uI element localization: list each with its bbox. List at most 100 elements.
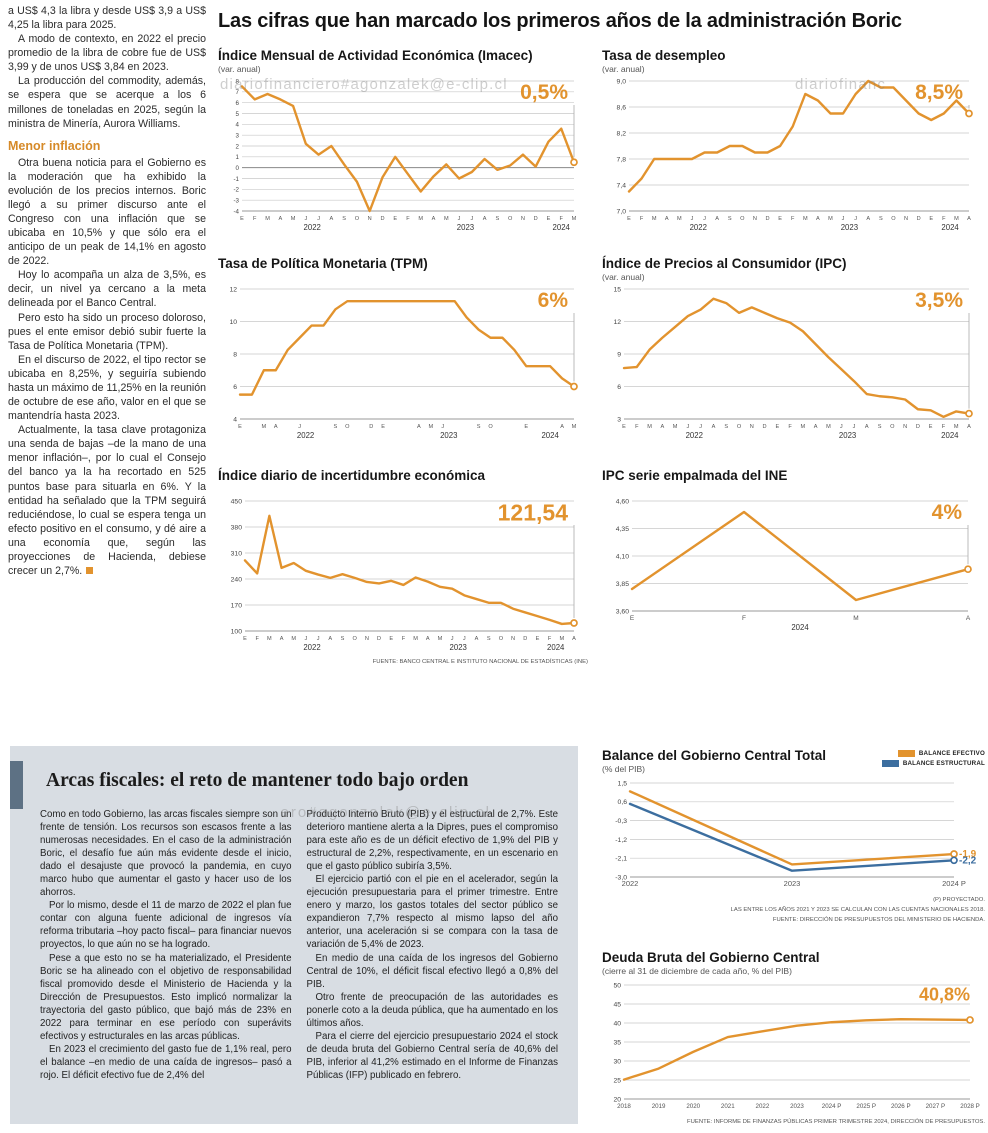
svg-text:2023: 2023	[841, 223, 858, 232]
svg-text:M: M	[828, 216, 833, 222]
svg-text:E: E	[778, 216, 782, 222]
svg-text:J: J	[451, 636, 454, 642]
panel-paragraph: Para el cierre del ejercicio presupuesta…	[306, 1030, 559, 1081]
panel-paragraph: Pese a que esto no se ha materializado, …	[40, 952, 292, 1042]
svg-text:-0,3: -0,3	[615, 818, 627, 825]
chart-subtitle: (var. anual)	[602, 64, 645, 74]
chart-title: Índice diario de incertidumbre económica	[218, 468, 486, 483]
svg-text:2022: 2022	[686, 431, 703, 440]
panel-paragraph: En medio de una caída de los ingresos de…	[306, 952, 559, 990]
svg-text:M: M	[572, 216, 577, 222]
svg-text:6%: 6%	[538, 289, 569, 312]
svg-text:F: F	[791, 216, 795, 222]
svg-text:O: O	[508, 216, 513, 222]
svg-text:A: A	[966, 615, 971, 622]
svg-text:4,60: 4,60	[616, 498, 629, 505]
svg-text:40,8%: 40,8%	[919, 984, 970, 1004]
svg-text:2026 P: 2026 P	[891, 1103, 911, 1110]
svg-text:S: S	[879, 216, 883, 222]
svg-text:2028 P: 2028 P	[960, 1103, 980, 1110]
ipc-ine-line-chart: 4,60 4,35 4,10 3,85 3,60E F M A 2024 4%	[616, 498, 972, 632]
svg-text:O: O	[891, 216, 896, 222]
chart-note: LAS ENTRE LOS AÑOS 2021 Y 2023 SE CALCUL…	[730, 907, 985, 914]
svg-text:M: M	[572, 424, 577, 430]
svg-text:6: 6	[236, 100, 240, 107]
svg-text:A: A	[274, 424, 278, 430]
svg-text:N: N	[521, 216, 525, 222]
svg-text:J: J	[840, 424, 843, 430]
panel-paragraph: Como en todo Gobierno, las arcas fiscale…	[40, 809, 292, 899]
svg-text:N: N	[904, 216, 908, 222]
svg-text:A: A	[278, 216, 282, 222]
svg-text:A: A	[560, 424, 564, 430]
svg-text:S: S	[487, 636, 491, 642]
svg-text:E: E	[547, 216, 551, 222]
svg-text:100: 100	[231, 628, 243, 635]
svg-text:E: E	[238, 424, 242, 430]
svg-text:0: 0	[236, 165, 240, 172]
svg-text:E: E	[243, 636, 247, 642]
svg-text:3,60: 3,60	[616, 608, 629, 615]
chart-source: FUENTE: BANCO CENTRAL E INSTITUTO NACION…	[372, 659, 588, 665]
svg-text:3,85: 3,85	[616, 581, 629, 588]
article-paragraph-text: Actualmente, la tasa clave protagoniza u…	[8, 424, 206, 577]
svg-text:3,5%: 3,5%	[915, 289, 963, 312]
legend-item: BALANCE ESTRUCTURAL	[881, 760, 985, 767]
chart-title: Balance del Gobierno Central Total	[602, 748, 827, 763]
chart-source: FUENTE: INFORME DE FINANZAS PÚBLICAS PRI…	[687, 1119, 985, 1125]
svg-text:2019: 2019	[652, 1103, 666, 1110]
svg-text:E: E	[393, 216, 397, 222]
svg-text:O: O	[345, 424, 350, 430]
svg-text:E: E	[240, 216, 244, 222]
svg-text:6: 6	[617, 384, 621, 391]
article-paragraph: Otra buena noticia para el Gobierno es l…	[8, 156, 206, 268]
svg-text:A: A	[660, 424, 664, 430]
svg-text:M: M	[652, 216, 657, 222]
svg-text:40: 40	[613, 1020, 621, 1027]
svg-text:A: A	[280, 636, 284, 642]
chart-subtitle: (var. anual)	[602, 272, 645, 282]
svg-text:2024 P: 2024 P	[822, 1103, 842, 1110]
svg-text:-3: -3	[233, 198, 239, 205]
svg-text:A: A	[475, 636, 479, 642]
svg-text:-3,0: -3,0	[615, 874, 627, 881]
chart-incertidumbre: Índice diario de incertidumbre económica…	[218, 468, 588, 665]
svg-text:A: A	[417, 424, 421, 430]
svg-text:J: J	[317, 636, 320, 642]
svg-text:F: F	[942, 424, 946, 430]
svg-text:J: J	[470, 216, 473, 222]
svg-text:O: O	[737, 424, 742, 430]
svg-text:S: S	[496, 216, 500, 222]
svg-text:A: A	[712, 424, 716, 430]
panel-paragraph: Por lo mismo, desde el 11 de marzo de 20…	[40, 900, 292, 951]
svg-text:15: 15	[613, 286, 621, 293]
svg-text:2022: 2022	[297, 431, 314, 440]
svg-text:J: J	[463, 636, 466, 642]
svg-text:J: J	[305, 636, 308, 642]
svg-text:2023: 2023	[784, 879, 801, 888]
svg-text:6: 6	[233, 384, 237, 391]
svg-text:45: 45	[613, 1001, 621, 1008]
svg-text:20: 20	[613, 1096, 621, 1103]
svg-text:2024: 2024	[553, 223, 571, 232]
svg-text:F: F	[640, 216, 644, 222]
svg-text:J: J	[699, 424, 702, 430]
svg-text:E: E	[524, 424, 528, 430]
legend-item: BALANCE EFECTIVO	[882, 750, 985, 757]
svg-text:450: 450	[231, 498, 243, 505]
svg-text:4,35: 4,35	[616, 526, 629, 533]
svg-text:170: 170	[231, 602, 243, 609]
svg-text:240: 240	[231, 576, 243, 583]
chart-subtitle: (cierre al 31 de diciembre de cada año, …	[602, 966, 792, 976]
chart-tpm: Tasa de Política Monetaria (TPM) 12 10 8 6 4…	[218, 256, 588, 445]
page-title: Las cifras que han marcado los primeros …	[218, 10, 902, 32]
svg-text:M: M	[647, 424, 652, 430]
svg-text:J: J	[853, 424, 856, 430]
svg-text:310: 310	[231, 550, 243, 557]
svg-text:2022: 2022	[622, 879, 639, 888]
svg-text:J: J	[441, 424, 444, 430]
svg-text:D: D	[917, 216, 921, 222]
article-paragraph: A modo de contexto, en 2022 el precio pr…	[8, 33, 206, 74]
svg-text:A: A	[572, 636, 576, 642]
